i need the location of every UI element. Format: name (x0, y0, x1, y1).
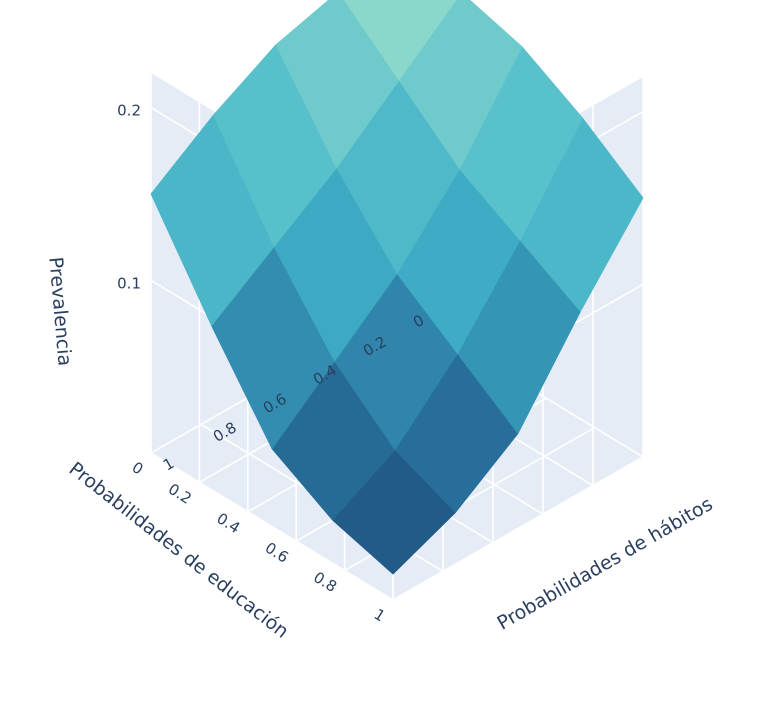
z-tick-label: 0.2 (117, 102, 141, 120)
y-tick-label: 0.8 (310, 568, 340, 596)
floor-grid-x (150, 452, 394, 601)
y-tick-label: 0.4 (213, 509, 243, 537)
surface-patch (343, 0, 457, 81)
surface (150, 0, 644, 575)
z-axis-title: Prevalencia (44, 256, 75, 367)
y-tick-label: 0.6 (262, 539, 292, 567)
y-tick-label: 0.2 (165, 480, 195, 508)
y-tick-label: 0 (129, 458, 147, 478)
z-tick-label: 0.1 (117, 274, 141, 292)
y-tick-label: 1 (371, 605, 389, 625)
floor-grid-y (392, 456, 644, 601)
